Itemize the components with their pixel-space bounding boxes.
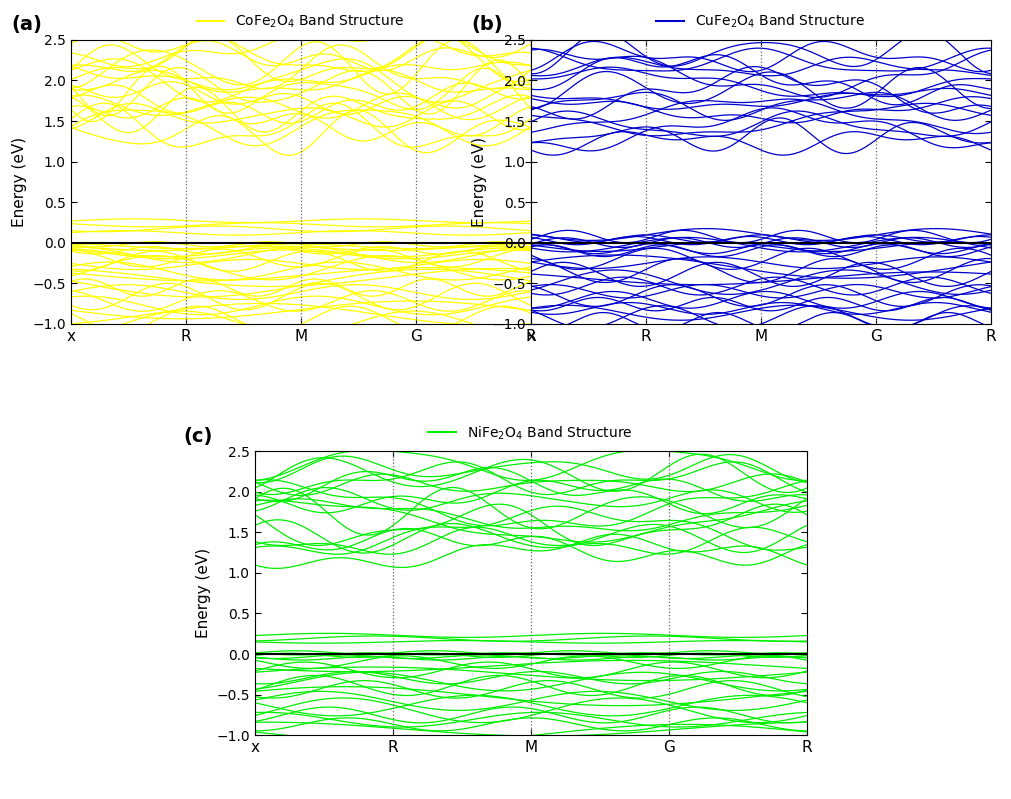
Y-axis label: Energy (eV): Energy (eV): [196, 548, 210, 638]
Text: (b): (b): [471, 15, 502, 34]
Text: (a): (a): [11, 15, 41, 34]
Legend: NiFe$_2$O$_4$ Band Structure: NiFe$_2$O$_4$ Band Structure: [423, 419, 639, 447]
Legend: CuFe$_2$O$_4$ Band Structure: CuFe$_2$O$_4$ Band Structure: [651, 7, 870, 36]
Y-axis label: Energy (eV): Energy (eV): [472, 137, 486, 227]
Legend: CoFe$_2$O$_4$ Band Structure: CoFe$_2$O$_4$ Band Structure: [191, 7, 410, 36]
Text: (c): (c): [183, 427, 212, 446]
Y-axis label: Energy (eV): Energy (eV): [12, 137, 26, 227]
